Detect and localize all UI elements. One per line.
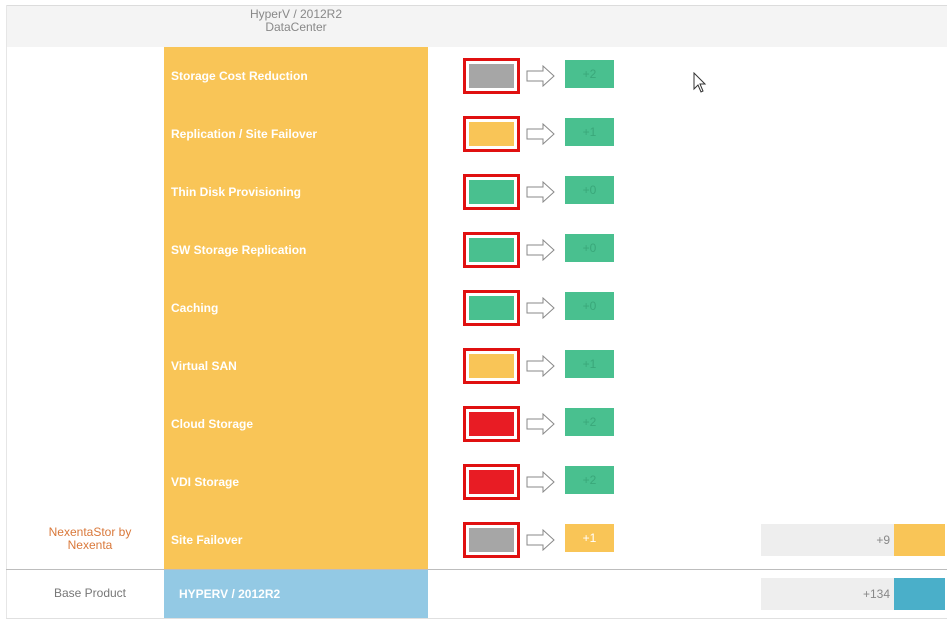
base-bottom-border: [6, 618, 947, 619]
arrow-right-icon: [526, 471, 555, 493]
arrow-right-icon: [526, 181, 555, 203]
status-swatch-frame[interactable]: [463, 522, 520, 558]
arrow-right-icon: [526, 239, 555, 261]
table-left-border: [6, 5, 7, 619]
feature-label[interactable]: Site Failover: [171, 533, 243, 547]
addon-total-bar: +9: [761, 524, 945, 556]
delta-value: +2: [565, 60, 614, 88]
base-separator: [6, 569, 947, 570]
addon-total-accent: [894, 524, 945, 556]
status-swatch: [469, 354, 514, 378]
delta-value: +1: [565, 350, 614, 378]
arrow-right-icon: [526, 297, 555, 319]
base-total-accent: [894, 578, 945, 610]
status-swatch-frame[interactable]: [463, 406, 520, 442]
feature-label[interactable]: SW Storage Replication: [171, 243, 307, 257]
status-swatch: [469, 528, 514, 552]
feature-label[interactable]: Caching: [171, 301, 219, 315]
column-title-line1: HyperV / 2012R2: [249, 7, 343, 21]
status-swatch-frame[interactable]: [463, 174, 520, 210]
addon-total-value: +9: [876, 533, 890, 547]
base-total-value: +134: [862, 587, 890, 601]
feature-label[interactable]: Virtual SAN: [171, 359, 237, 373]
arrow-right-icon: [526, 529, 555, 551]
addon-product-name: NexentaStor by Nexenta: [20, 526, 160, 552]
arrow-right-icon: [526, 123, 555, 145]
base-product-row-label: Base Product: [53, 586, 127, 600]
status-swatch-frame[interactable]: [463, 464, 520, 500]
feature-label[interactable]: Storage Cost Reduction: [171, 69, 308, 83]
feature-label[interactable]: Thin Disk Provisioning: [171, 185, 302, 199]
feature-label[interactable]: VDI Storage: [171, 475, 240, 489]
status-swatch-frame[interactable]: [463, 290, 520, 326]
status-swatch: [469, 122, 514, 146]
mouse-cursor-icon: [693, 72, 707, 93]
arrow-right-icon: [526, 65, 555, 87]
base-total-bar: +134: [761, 578, 945, 610]
status-swatch-frame[interactable]: [463, 116, 520, 152]
delta-value: +2: [565, 408, 614, 436]
status-swatch-frame[interactable]: [463, 348, 520, 384]
status-swatch: [469, 296, 514, 320]
feature-column: [164, 47, 428, 569]
column-title: HyperV / 2012R2 DataCenter: [164, 8, 428, 34]
base-product-name: HYPERV / 2012R2: [179, 587, 281, 601]
arrow-right-icon: [526, 355, 555, 377]
status-swatch-frame[interactable]: [463, 232, 520, 268]
arrow-right-icon: [526, 413, 555, 435]
status-swatch: [469, 238, 514, 262]
addon-name-line1: NexentaStor by: [48, 525, 132, 539]
status-swatch: [469, 180, 514, 204]
header-band: [6, 5, 947, 47]
delta-value: +0: [565, 234, 614, 262]
delta-value: +0: [565, 176, 614, 204]
status-swatch: [469, 412, 514, 436]
feature-label[interactable]: Replication / Site Failover: [171, 127, 318, 141]
delta-value: +1: [565, 118, 614, 146]
column-title-line2: DataCenter: [265, 20, 327, 34]
feature-label[interactable]: Cloud Storage: [171, 417, 254, 431]
delta-value: +0: [565, 292, 614, 320]
delta-value: +2: [565, 466, 614, 494]
status-swatch: [469, 64, 514, 88]
addon-name-line2: Nexenta: [67, 538, 113, 552]
status-swatch: [469, 470, 514, 494]
delta-value: +1: [565, 524, 614, 552]
base-product-cell[interactable]: [164, 570, 428, 618]
status-swatch-frame[interactable]: [463, 58, 520, 94]
